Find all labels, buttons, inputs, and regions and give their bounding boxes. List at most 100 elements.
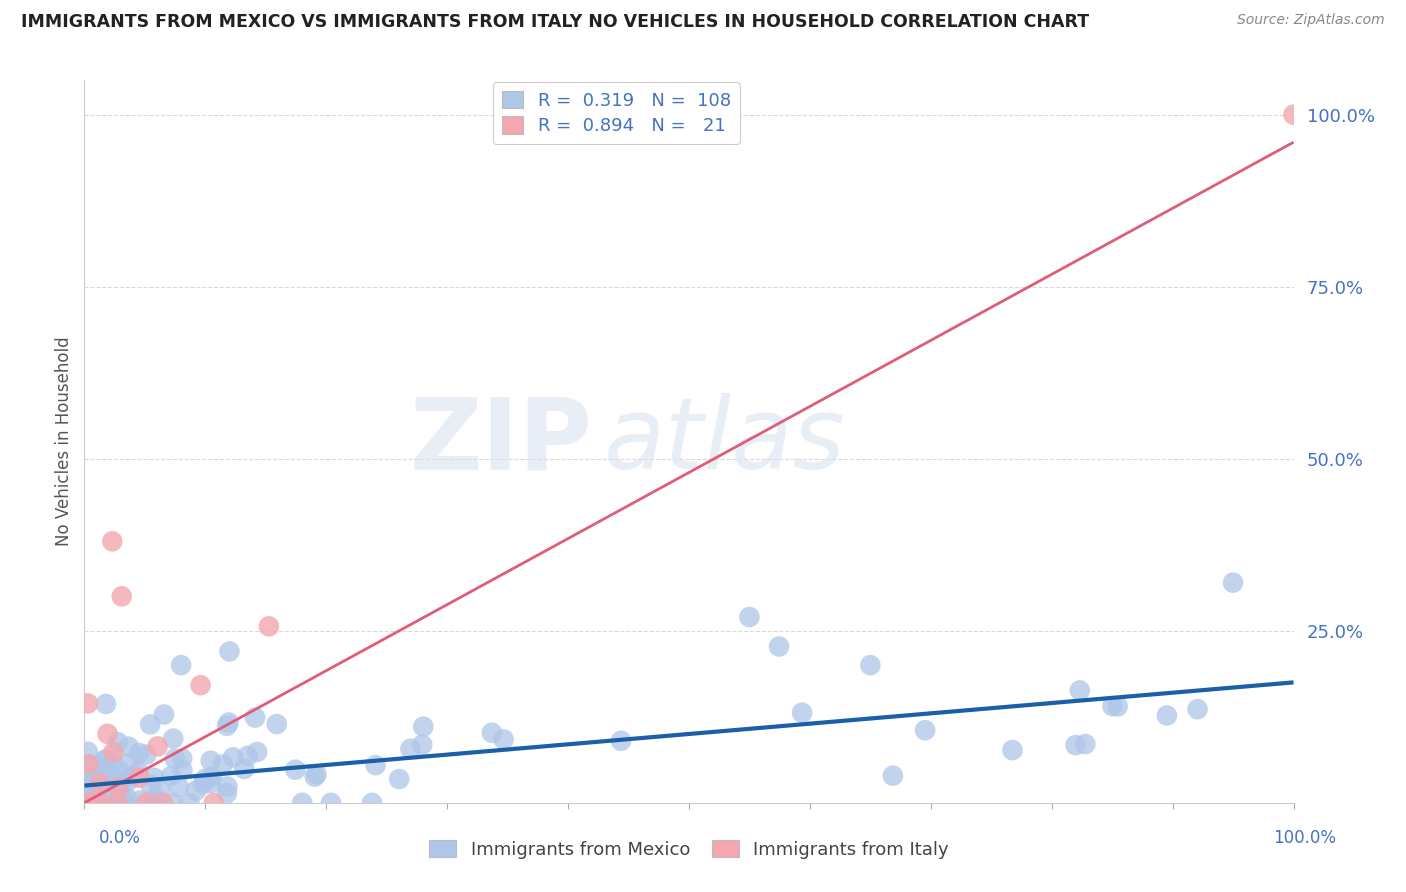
Point	[481, 725, 503, 739]
Point	[107, 773, 129, 788]
Point	[142, 796, 165, 810]
Point	[738, 610, 761, 624]
Point	[172, 751, 194, 765]
Point	[170, 658, 193, 673]
Point	[200, 754, 222, 768]
Point	[96, 727, 118, 741]
Point	[86, 783, 108, 797]
Point	[115, 790, 138, 805]
Point	[143, 771, 166, 785]
Point	[163, 752, 186, 766]
Point	[291, 796, 314, 810]
Point	[412, 720, 434, 734]
Point	[107, 796, 129, 810]
Point	[610, 734, 633, 748]
Point	[1107, 699, 1129, 714]
Point	[145, 796, 167, 810]
Point	[90, 796, 112, 810]
Point	[266, 717, 288, 731]
Point	[914, 723, 936, 738]
Point	[107, 780, 129, 795]
Point	[233, 762, 256, 776]
Point	[139, 778, 162, 792]
Point	[84, 796, 107, 810]
Text: 0.0%: 0.0%	[98, 829, 141, 847]
Point	[153, 707, 176, 722]
Point	[111, 590, 134, 604]
Point	[77, 780, 100, 794]
Point	[128, 746, 150, 760]
Point	[83, 788, 105, 802]
Point	[75, 796, 97, 810]
Point	[304, 770, 326, 784]
Point	[364, 758, 387, 772]
Point	[202, 796, 225, 810]
Point	[284, 763, 307, 777]
Point	[222, 750, 245, 764]
Point	[77, 697, 100, 711]
Point	[217, 780, 239, 794]
Point	[388, 772, 411, 786]
Point	[411, 738, 433, 752]
Point	[118, 756, 141, 771]
Point	[110, 786, 132, 800]
Text: 100.0%: 100.0%	[1272, 829, 1336, 847]
Point	[107, 735, 129, 749]
Point	[882, 769, 904, 783]
Point	[117, 739, 139, 754]
Point	[108, 779, 131, 793]
Point	[319, 796, 342, 810]
Point	[128, 771, 150, 785]
Point	[218, 715, 240, 730]
Point	[103, 756, 125, 770]
Point	[1156, 708, 1178, 723]
Point	[162, 796, 184, 810]
Text: Source: ZipAtlas.com: Source: ZipAtlas.com	[1237, 13, 1385, 28]
Point	[190, 678, 212, 692]
Point	[139, 717, 162, 731]
Point	[111, 791, 134, 805]
Point	[129, 793, 152, 807]
Point	[1001, 743, 1024, 757]
Point	[101, 534, 124, 549]
Point	[101, 769, 124, 783]
Point	[236, 748, 259, 763]
Point	[1222, 575, 1244, 590]
Point	[172, 764, 194, 778]
Point	[191, 777, 214, 791]
Point	[93, 754, 115, 768]
Point	[305, 767, 328, 781]
Point	[80, 796, 103, 810]
Point	[76, 796, 98, 810]
Point	[215, 719, 238, 733]
Point	[1074, 737, 1097, 751]
Point	[94, 752, 117, 766]
Point	[399, 741, 422, 756]
Point	[111, 794, 134, 808]
Point	[82, 796, 104, 810]
Point	[110, 776, 132, 790]
Point	[77, 757, 100, 772]
Point	[361, 796, 384, 810]
Legend: Immigrants from Mexico, Immigrants from Italy: Immigrants from Mexico, Immigrants from …	[422, 833, 956, 866]
Point	[112, 792, 135, 806]
Point	[135, 747, 157, 762]
Point	[77, 770, 100, 784]
Point	[145, 790, 167, 805]
Point	[80, 758, 103, 772]
Point	[80, 790, 103, 805]
Point	[243, 710, 266, 724]
Point	[200, 776, 222, 790]
Point	[152, 796, 174, 810]
Point	[146, 739, 169, 754]
Point	[127, 764, 149, 779]
Point	[91, 783, 114, 797]
Point	[184, 783, 207, 797]
Point	[89, 776, 111, 790]
Text: atlas: atlas	[605, 393, 846, 490]
Point	[76, 745, 98, 759]
Point	[201, 770, 224, 784]
Point	[75, 796, 97, 810]
Point	[790, 706, 813, 720]
Point	[179, 796, 201, 810]
